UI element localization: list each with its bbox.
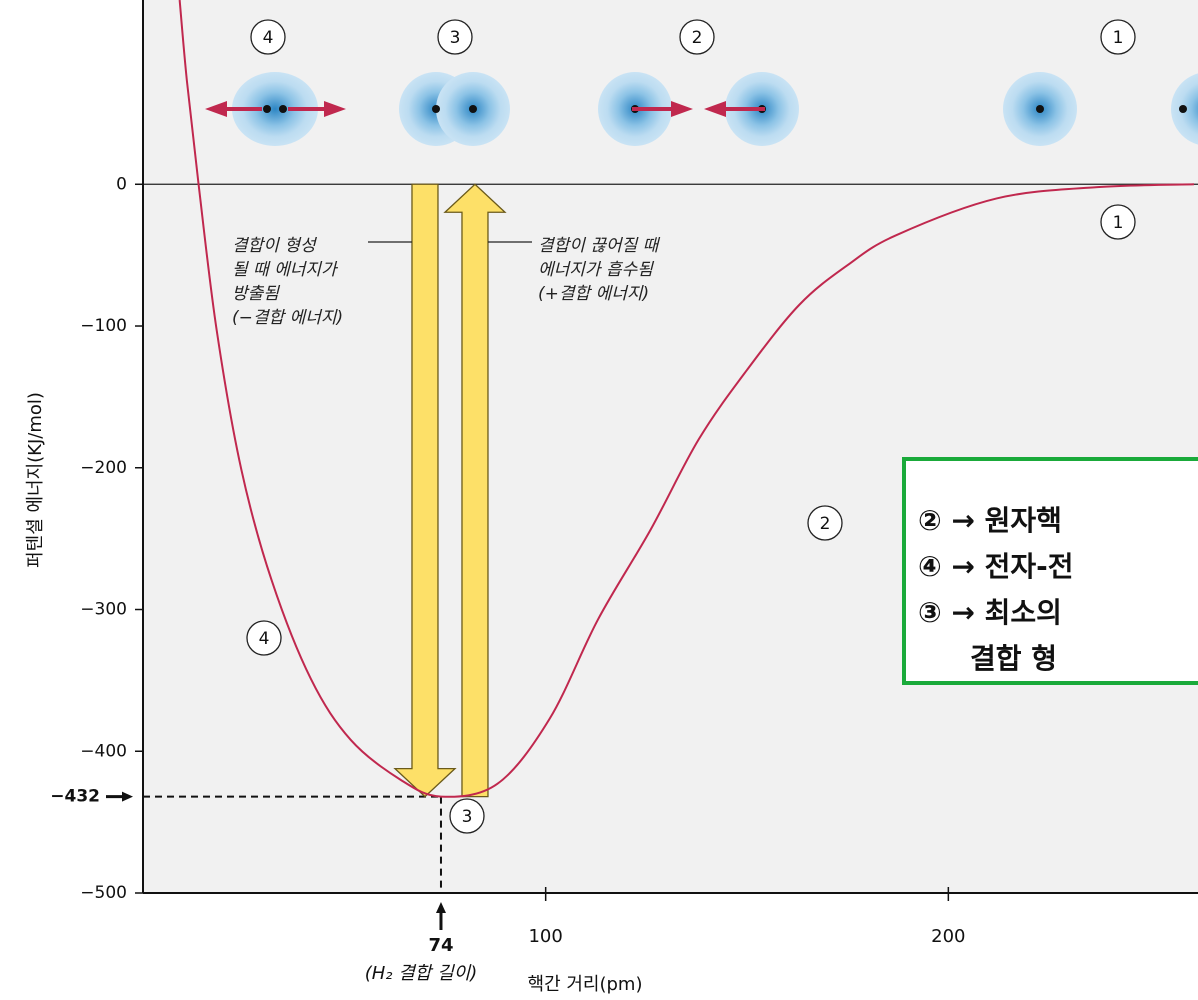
- nucleus: [1179, 105, 1187, 113]
- min-energy-label: −432: [50, 787, 100, 807]
- min-length-label: 74: [428, 935, 453, 956]
- nucleus: [469, 105, 477, 113]
- absorb-note: (+결합 에너지): [538, 284, 649, 304]
- summary-line: ③ → 최소의: [918, 596, 1062, 629]
- min-length-note: (H₂ 결합 길이): [365, 963, 477, 984]
- x-tick-label: 200: [931, 926, 965, 947]
- chart: 0 −100 −200 −300 −400 −500 100 200 핵간 거리(pm) 퍼텐셜 …: [0, 0, 1198, 1000]
- circled-label: 4: [263, 28, 274, 48]
- circled-label: 4: [259, 629, 270, 649]
- page: 0 −100 −200 −300 −400 −500 100 200 핵간 거리(pm) 퍼텐셜 …: [0, 0, 1198, 1000]
- y-tick-label: −500: [80, 883, 127, 903]
- summary-line: 결합 형: [970, 642, 1057, 675]
- circled-label: 1: [1113, 28, 1124, 48]
- y-tick-label: −300: [80, 600, 127, 620]
- release-note: 결합이 형성: [232, 236, 318, 256]
- release-note: 방출됨: [232, 284, 280, 304]
- summary-line: ④ → 전자-전: [918, 550, 1074, 583]
- absorb-note: 에너지가 흡수됨: [538, 260, 654, 280]
- release-note: 될 때 에너지가: [232, 260, 339, 280]
- y-tick-label: −200: [80, 458, 127, 478]
- x-tick-label: 100: [528, 926, 562, 947]
- nucleus: [1036, 105, 1044, 113]
- min-energy-arrow: [106, 792, 133, 802]
- nucleus: [263, 105, 271, 113]
- circled-label: 3: [462, 807, 473, 827]
- circled-label: 2: [692, 28, 703, 48]
- y-tick-label: −100: [80, 316, 127, 336]
- y-tick-label: 0: [116, 174, 127, 194]
- nucleus: [432, 105, 440, 113]
- x-axis-label: 핵간 거리(pm): [528, 974, 643, 995]
- circled-label: 2: [820, 514, 831, 534]
- release-note: (−결합 에너지): [232, 308, 343, 328]
- nucleus: [279, 105, 287, 113]
- y-tick-label: −400: [80, 741, 127, 761]
- circled-label: 1: [1113, 213, 1124, 233]
- min-length-arrow: [436, 902, 446, 930]
- absorb-note: 결합이 끊어질 때: [538, 236, 661, 256]
- circled-label: 3: [450, 28, 461, 48]
- y-axis-label: 퍼텐셜 에너지(KJ/mol): [25, 392, 46, 568]
- summary-line: ② → 원자핵: [918, 504, 1062, 537]
